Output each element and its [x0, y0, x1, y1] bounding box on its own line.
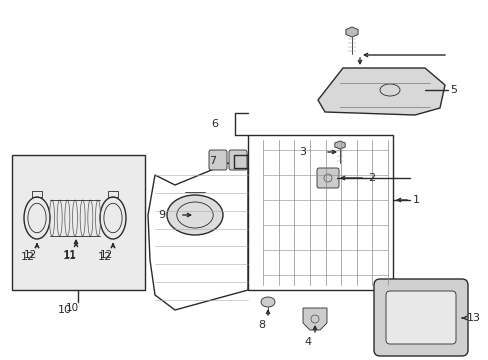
FancyBboxPatch shape	[208, 150, 226, 170]
Text: 6: 6	[210, 119, 218, 129]
Text: 8: 8	[258, 320, 265, 330]
FancyBboxPatch shape	[228, 150, 246, 170]
Text: 10: 10	[65, 303, 79, 313]
Text: 9: 9	[158, 210, 164, 220]
Text: 13: 13	[466, 313, 480, 323]
Polygon shape	[334, 141, 345, 149]
Text: 4: 4	[304, 337, 311, 347]
Ellipse shape	[261, 297, 274, 307]
Polygon shape	[317, 68, 444, 115]
Bar	[247, 135, 392, 290]
Polygon shape	[345, 27, 357, 37]
Text: 12: 12	[21, 252, 35, 262]
FancyBboxPatch shape	[316, 168, 338, 188]
Text: 10: 10	[58, 305, 72, 315]
Text: 11: 11	[63, 250, 77, 260]
Text: 2: 2	[367, 173, 374, 183]
Text: 3: 3	[298, 147, 305, 157]
Text: 12: 12	[99, 250, 112, 260]
Text: 1: 1	[412, 195, 419, 205]
Text: 12: 12	[98, 252, 112, 262]
Text: 12: 12	[23, 250, 37, 260]
Ellipse shape	[167, 195, 223, 235]
Text: 5: 5	[449, 85, 456, 95]
Text: 7: 7	[208, 156, 216, 166]
Bar	[12, 155, 145, 290]
FancyBboxPatch shape	[385, 291, 455, 344]
Text: 11: 11	[63, 251, 77, 261]
Polygon shape	[303, 308, 326, 330]
FancyBboxPatch shape	[373, 279, 467, 356]
